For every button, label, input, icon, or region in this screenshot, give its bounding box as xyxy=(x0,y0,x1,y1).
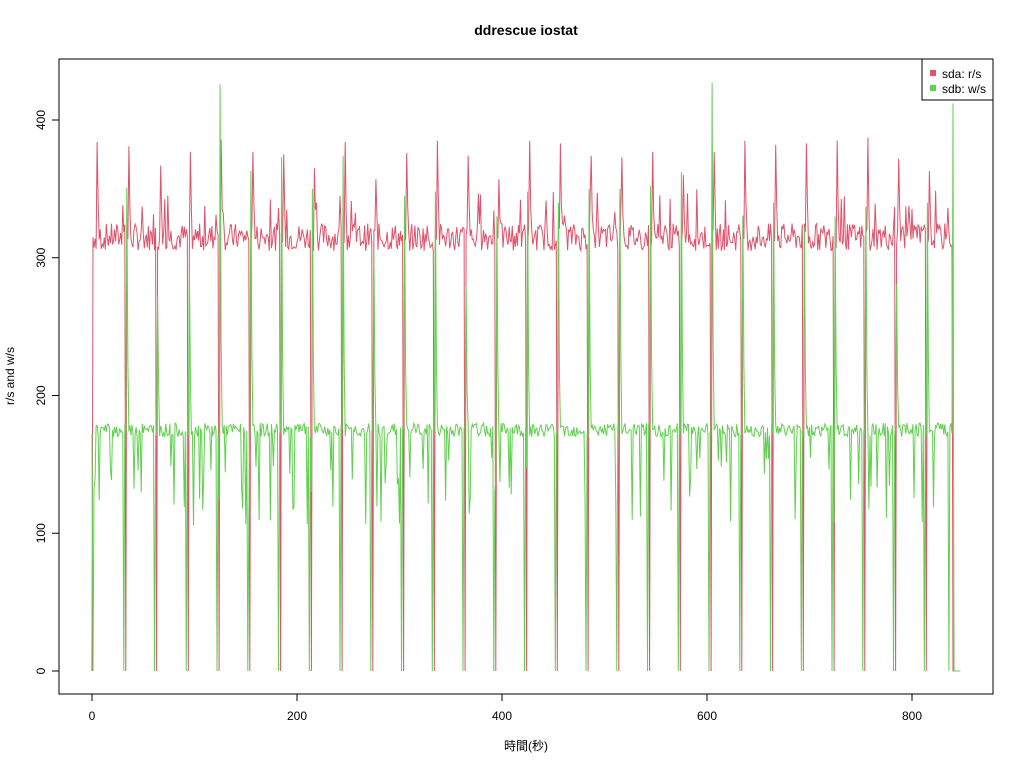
y-tick-label: 300 xyxy=(34,247,48,267)
series-layer xyxy=(91,82,961,672)
legend-label-sda: sda: r/s xyxy=(942,67,981,81)
x-tick-label: 400 xyxy=(492,709,512,723)
legend-box xyxy=(921,58,994,101)
y-axis-label: r/s and w/s xyxy=(3,347,17,405)
x-axis: 0 200 400 600 800 xyxy=(89,693,922,723)
y-tick-label: 100 xyxy=(34,523,48,543)
legend: sda: r/s sdb: w/s xyxy=(921,58,994,101)
y-axis: 0 100 200 300 400 xyxy=(34,110,60,674)
y-tick-label: 200 xyxy=(34,385,48,405)
x-axis-label: 時間(秒) xyxy=(504,739,548,753)
x-tick-label: 600 xyxy=(697,709,717,723)
chart-title: ddrescue iostat xyxy=(474,22,578,38)
series-line-sdb xyxy=(91,82,961,672)
legend-label-sdb: sdb: w/s xyxy=(942,82,986,96)
x-tick-label: 800 xyxy=(902,709,922,723)
y-tick-label: 0 xyxy=(34,667,48,674)
legend-swatch-sda xyxy=(930,70,936,76)
x-tick-label: 0 xyxy=(89,709,96,723)
x-tick-label: 200 xyxy=(287,709,307,723)
y-tick-label: 400 xyxy=(34,110,48,130)
legend-swatch-sdb xyxy=(930,85,936,91)
